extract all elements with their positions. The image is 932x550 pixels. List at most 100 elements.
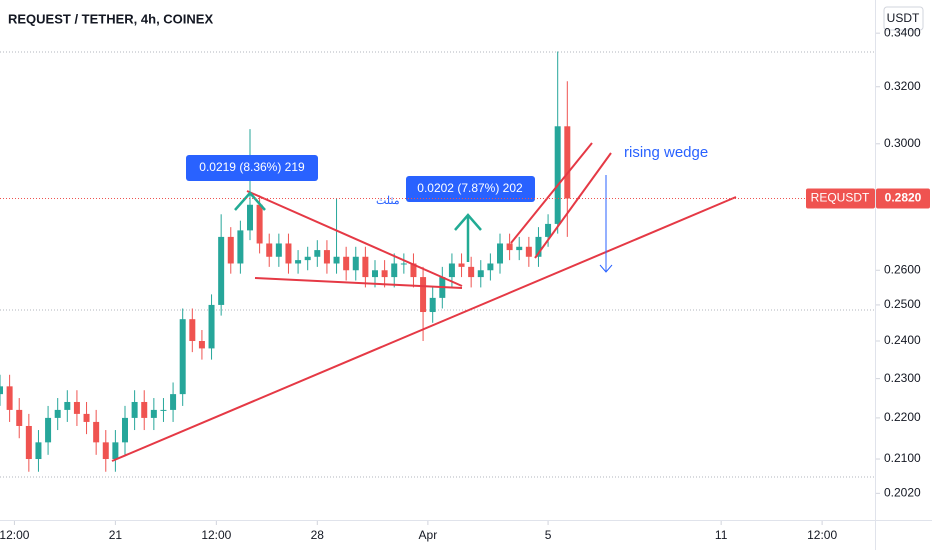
candle-body (429, 297, 436, 313)
arrow (454, 213, 482, 231)
candle-body (237, 230, 244, 264)
y-tick-label: 0.3200 (884, 79, 921, 93)
candle-body (285, 243, 292, 264)
x-tick-label: 21 (109, 528, 123, 542)
candle-body (458, 263, 465, 267)
x-tick-label: 11 (715, 528, 728, 542)
candle-body (141, 401, 148, 418)
candle-body (295, 260, 302, 264)
arrow (234, 191, 266, 211)
candle-body (227, 236, 234, 264)
down-arrow (599, 175, 613, 273)
trendline (510, 142, 593, 244)
measure-label: 0.0219 (8.36%) 219 (199, 160, 305, 174)
candle-body (256, 204, 263, 244)
y-tick-label: 0.2020 (884, 486, 921, 500)
x-tick-label: 12:00 (0, 528, 30, 542)
pattern-label: rising wedge (624, 144, 708, 161)
candle-body (343, 256, 350, 271)
trendline (111, 196, 737, 462)
currency-label: USDT (887, 11, 920, 25)
candle-body (323, 250, 330, 264)
candle-body (410, 263, 417, 278)
x-tick-label: 12:00 (807, 528, 837, 542)
candle-body (420, 277, 427, 313)
candle-body (45, 417, 52, 443)
candle-body (545, 223, 552, 237)
candle-body (102, 442, 109, 460)
x-tick-label: 5 (545, 528, 552, 542)
candle-body (35, 442, 42, 460)
trendline (254, 277, 463, 289)
y-tick-label: 0.2200 (884, 410, 921, 424)
candle-body (535, 236, 542, 257)
symbol-box (806, 188, 875, 209)
candle-body (247, 204, 253, 231)
candle-body (468, 266, 475, 278)
y-tick-label: 0.2300 (884, 371, 921, 385)
trendline (534, 152, 612, 259)
symbol-label: REQUSDT (811, 191, 870, 205)
candle-body (304, 256, 311, 261)
candle-body (64, 401, 71, 410)
horizontal-rays (0, 51, 875, 478)
candle-body (218, 236, 225, 305)
candle-body (487, 263, 494, 271)
candle-body (16, 409, 23, 426)
candle-body (564, 126, 571, 199)
candle-body (314, 250, 321, 257)
candle-body (189, 319, 196, 342)
y-tick-label: 0.2500 (884, 297, 921, 311)
y-tick-label: 0.2400 (884, 333, 921, 347)
arrows (234, 191, 482, 262)
price-box (876, 188, 930, 209)
candle-body (400, 263, 407, 265)
candle-body (0, 386, 3, 395)
price-label: 0.2820 (885, 191, 922, 205)
y-tick-label: 0.2600 (884, 262, 921, 276)
triangle-label: مثلث (376, 195, 400, 207)
candle-body (448, 263, 455, 278)
candle-body (266, 243, 273, 257)
candle-body (477, 270, 484, 278)
arrow (599, 264, 613, 273)
candle-body (333, 256, 340, 264)
candle-body (381, 270, 388, 278)
candle-body (93, 421, 100, 443)
candle-body (170, 394, 177, 410)
x-tick-label: 12:00 (201, 528, 231, 542)
candle-body (372, 270, 378, 278)
candle-body (554, 126, 561, 224)
currency-box (883, 6, 924, 31)
candle-body (275, 243, 282, 257)
candle-body (352, 256, 359, 271)
candle-body (150, 409, 157, 418)
candle-body (179, 319, 186, 395)
candle-body (391, 263, 398, 278)
candles (0, 51, 571, 472)
candle-body (525, 246, 532, 257)
candle-body (73, 401, 80, 414)
x-tick-label: Apr (419, 528, 438, 542)
trendlines (111, 142, 737, 462)
candle-body (25, 425, 32, 460)
y-tick-label: 0.3000 (884, 136, 921, 150)
chart-title: REQUEST / TETHER, 4h, COINEX (8, 11, 213, 26)
x-tick-label: 28 (311, 528, 325, 542)
candle-body (208, 304, 215, 349)
y-tick-label: 0.3400 (884, 25, 921, 39)
candle-body (54, 409, 61, 418)
trendline (246, 190, 463, 287)
measure-label: 0.0202 (7.87%) 202 (417, 181, 523, 195)
candle-body (112, 442, 119, 460)
candle-body (497, 243, 503, 264)
measure-box (186, 155, 318, 181)
measure-box (406, 176, 535, 202)
candle-body (160, 409, 167, 411)
candle-body (506, 243, 513, 251)
candle-body (362, 256, 369, 278)
candle-body (6, 386, 13, 410)
candle-body (131, 401, 138, 418)
candle-body (122, 417, 128, 443)
